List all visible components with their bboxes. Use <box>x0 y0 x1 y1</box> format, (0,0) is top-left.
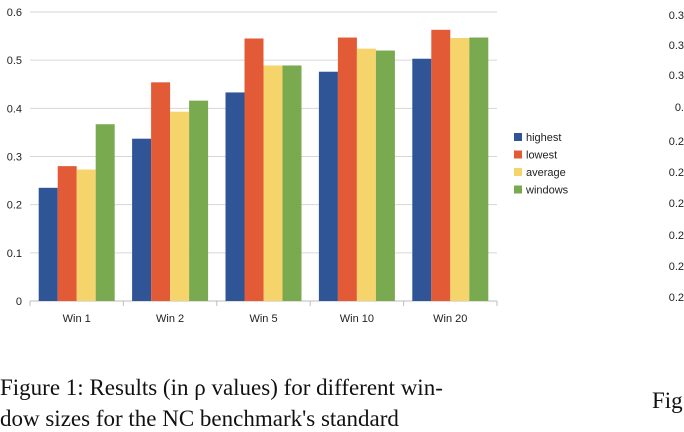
figure-caption-line-2: dow sizes for the NC benchmark's standar… <box>0 406 399 431</box>
right-y-tick-label: 0.2 <box>669 292 684 304</box>
bar-highest <box>38 187 58 301</box>
bar-average <box>263 65 283 301</box>
bar-highest <box>132 138 152 301</box>
bar-highest <box>318 71 338 301</box>
x-tick-label: Win 20 <box>433 313 467 325</box>
right-y-tick-label: 0.2 <box>669 198 684 210</box>
y-tick-label: 0.6 <box>7 7 22 19</box>
bars <box>38 29 489 302</box>
bar-windows <box>375 50 395 302</box>
right-y-tick-label: 0.2 <box>669 261 684 273</box>
figure-caption-right: Fig <box>652 388 683 413</box>
right-y-tick-label: 0.2 <box>669 230 684 242</box>
right-chart-fragment: 0.3 0.3 0.3 0. 0.2 0.2 0.2 0.2 0.2 0.2 <box>669 10 684 304</box>
legend-label-average: average <box>526 167 566 179</box>
figure-caption-line-1: Figure 1: Results (in ρ values) for diff… <box>0 375 443 400</box>
bar-highest <box>225 92 245 302</box>
bar-average <box>76 169 96 301</box>
bar-windows <box>282 65 302 301</box>
x-tick-label: Win 1 <box>63 313 91 325</box>
legend-swatch-lowest <box>514 150 522 159</box>
bar-average <box>450 38 470 301</box>
x-tick-label: Win 2 <box>156 313 184 325</box>
y-tick-label: 0.5 <box>7 55 22 67</box>
legend-swatch-windows <box>514 185 522 194</box>
legend-label-lowest: lowest <box>526 150 557 162</box>
x-tick-label: Win 10 <box>340 313 374 325</box>
legend-swatch-average <box>514 168 522 176</box>
bar-windows <box>95 124 115 301</box>
bar-lowest <box>337 37 357 302</box>
x-tick-label: Win 5 <box>249 313 277 325</box>
bar-highest <box>412 58 432 302</box>
x-axis-ticks: Win 1 Win 2 Win 5 Win 10 Win 20 <box>29 301 498 325</box>
y-tick-label: 0 <box>16 296 22 308</box>
right-y-tick-label: 0.3 <box>669 40 684 52</box>
bar-average <box>356 48 376 302</box>
bar-windows <box>189 100 209 301</box>
bar-windows <box>469 37 489 302</box>
y-tick-label: 0.2 <box>7 200 22 212</box>
bar-lowest <box>244 38 264 301</box>
bar-average <box>170 111 190 301</box>
legend: highest lowest average windows <box>514 132 569 197</box>
y-tick-label: 0.3 <box>7 152 22 164</box>
right-y-tick-label: 0.3 <box>669 70 684 82</box>
y-tick-label: 0.1 <box>7 248 22 260</box>
bar-lowest <box>151 82 171 301</box>
right-y-tick-label: 0.3 <box>669 10 684 22</box>
bar-lowest <box>431 29 451 302</box>
y-axis-ticks: 0 0.1 0.2 0.3 0.4 0.5 0.6 <box>7 7 22 308</box>
y-tick-label: 0.4 <box>7 103 22 115</box>
bar-lowest <box>57 166 77 301</box>
legend-label-highest: highest <box>526 132 561 144</box>
legend-label-windows: windows <box>525 185 569 197</box>
right-y-tick-label: 0.2 <box>669 136 684 148</box>
legend-swatch-highest <box>514 133 522 141</box>
right-y-tick-label: 0.2 <box>669 167 684 179</box>
right-y-tick-label: 0. <box>675 102 684 114</box>
